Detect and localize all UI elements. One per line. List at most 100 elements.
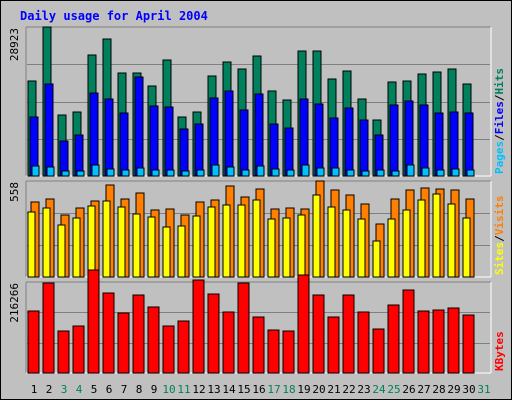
bar-files-day-5 bbox=[89, 92, 99, 177]
day-label-13: 13 bbox=[207, 383, 220, 396]
bar-kbytes-day-21 bbox=[327, 316, 340, 374]
bar-files-day-11 bbox=[179, 128, 189, 177]
series-files bbox=[29, 76, 474, 177]
bar-kbytes-day-5 bbox=[87, 269, 100, 374]
series-sites bbox=[27, 193, 471, 278]
bar-sites-day-15 bbox=[237, 204, 246, 278]
panel-legend: KBytes bbox=[493, 331, 506, 371]
bar-files-day-21 bbox=[329, 117, 339, 177]
day-label-3: 3 bbox=[61, 383, 68, 396]
y-max-tick-label: 28923 bbox=[8, 28, 21, 61]
bar-sites-day-8 bbox=[132, 213, 141, 278]
bar-kbytes-day-18 bbox=[282, 330, 295, 374]
bar-sites-day-13 bbox=[207, 206, 216, 278]
legend-separator: / bbox=[493, 94, 506, 101]
bar-kbytes-day-27 bbox=[417, 310, 430, 374]
bar-kbytes-day-25 bbox=[387, 304, 400, 374]
legend-files: Files bbox=[493, 101, 506, 134]
bar-sites-day-7 bbox=[117, 206, 126, 278]
bar-pages-day-25 bbox=[391, 170, 400, 177]
panel-visits-sites: 558 Sites/Visits bbox=[8, 180, 506, 278]
bar-pages-day-2 bbox=[46, 166, 55, 177]
legend-kbytes: KBytes bbox=[493, 331, 506, 371]
bar-kbytes-day-6 bbox=[102, 292, 115, 374]
bar-files-day-10 bbox=[164, 106, 174, 177]
bar-pages-day-17 bbox=[271, 168, 280, 177]
bar-kbytes-day-13 bbox=[207, 293, 220, 374]
bar-kbytes-day-26 bbox=[402, 289, 415, 374]
bar-pages-day-4 bbox=[76, 170, 85, 177]
bar-pages-day-5 bbox=[91, 164, 100, 177]
day-label-10: 10 bbox=[162, 383, 175, 396]
bar-pages-day-30 bbox=[466, 169, 475, 177]
day-label-14: 14 bbox=[222, 383, 236, 396]
bar-sites-day-24 bbox=[372, 240, 381, 278]
bar-files-day-23 bbox=[359, 119, 369, 177]
bar-sites-day-20 bbox=[312, 194, 321, 278]
bar-files-day-25 bbox=[389, 104, 399, 177]
day-label-27: 27 bbox=[417, 383, 430, 396]
day-label-16: 16 bbox=[252, 383, 265, 396]
bar-pages-day-24 bbox=[376, 169, 385, 177]
bar-sites-day-12 bbox=[192, 215, 201, 278]
bar-files-day-16 bbox=[254, 93, 264, 177]
day-label-7: 7 bbox=[121, 383, 128, 396]
day-label-2: 2 bbox=[46, 383, 53, 396]
bar-sites-day-17 bbox=[267, 218, 276, 278]
bar-sites-day-14 bbox=[222, 204, 231, 278]
bar-pages-day-20 bbox=[316, 167, 325, 177]
bar-kbytes-day-19 bbox=[297, 274, 310, 374]
bar-sites-day-9 bbox=[147, 216, 156, 278]
bar-pages-day-29 bbox=[451, 168, 460, 177]
bar-sites-day-22 bbox=[342, 209, 351, 278]
bar-sites-day-10 bbox=[162, 226, 171, 278]
bar-files-day-12 bbox=[194, 123, 204, 177]
bar-pages-day-13 bbox=[211, 164, 220, 177]
bar-kbytes-day-9 bbox=[147, 306, 160, 374]
bar-pages-day-21 bbox=[331, 167, 340, 177]
bar-files-day-14 bbox=[224, 90, 234, 177]
bar-files-day-29 bbox=[449, 111, 459, 177]
day-label-31: 31 bbox=[477, 383, 490, 396]
bar-kbytes-day-10 bbox=[162, 325, 175, 374]
bar-kbytes-day-12 bbox=[192, 279, 205, 374]
day-label-8: 8 bbox=[136, 383, 143, 396]
bar-sites-day-21 bbox=[327, 206, 336, 278]
bar-sites-day-23 bbox=[357, 218, 366, 278]
day-label-4: 4 bbox=[76, 383, 83, 396]
bar-kbytes-day-3 bbox=[57, 330, 70, 374]
bar-sites-day-27 bbox=[417, 199, 426, 278]
bar-kbytes-day-1 bbox=[27, 310, 40, 374]
bar-files-day-18 bbox=[284, 127, 294, 177]
bar-files-day-22 bbox=[344, 107, 354, 177]
chart-title: Daily usage for April 2004 bbox=[20, 9, 208, 23]
bar-files-day-28 bbox=[434, 112, 444, 177]
day-label-11: 11 bbox=[177, 383, 190, 396]
series-kbytes bbox=[27, 269, 475, 374]
day-label-5: 5 bbox=[91, 383, 98, 396]
bar-kbytes-day-17 bbox=[267, 329, 280, 374]
day-label-25: 25 bbox=[387, 383, 400, 396]
bar-kbytes-day-24 bbox=[372, 328, 385, 374]
bar-kbytes-day-29 bbox=[447, 307, 460, 374]
day-label-18: 18 bbox=[282, 383, 295, 396]
day-label-21: 21 bbox=[327, 383, 340, 396]
bar-kbytes-day-23 bbox=[357, 311, 370, 374]
chart-panels: 28923Pages/Files/Hits558Sites/Visits2162… bbox=[8, 26, 506, 374]
bar-pages-day-28 bbox=[436, 169, 445, 177]
bar-pages-day-19 bbox=[301, 164, 310, 177]
legend-visits: Visits bbox=[493, 196, 506, 236]
bar-sites-day-28 bbox=[432, 193, 441, 278]
bar-kbytes-day-2 bbox=[42, 282, 55, 374]
day-axis-labels: 1 2 3 4 5 6 7 8 9 10 11 12 13 14 15 16 17 18 19 20 21 22 23 24 2… bbox=[31, 383, 491, 396]
panel-legend: Pages/Files/Hits bbox=[493, 68, 506, 174]
bar-kbytes-day-20 bbox=[312, 294, 325, 374]
bar-pages-day-8 bbox=[136, 167, 145, 177]
bar-files-day-13 bbox=[209, 97, 219, 177]
day-label-28: 28 bbox=[432, 383, 445, 396]
bar-sites-day-26 bbox=[402, 209, 411, 278]
bar-sites-day-29 bbox=[447, 203, 456, 278]
bar-sites-day-4 bbox=[72, 217, 81, 278]
bar-pages-day-9 bbox=[151, 169, 160, 177]
